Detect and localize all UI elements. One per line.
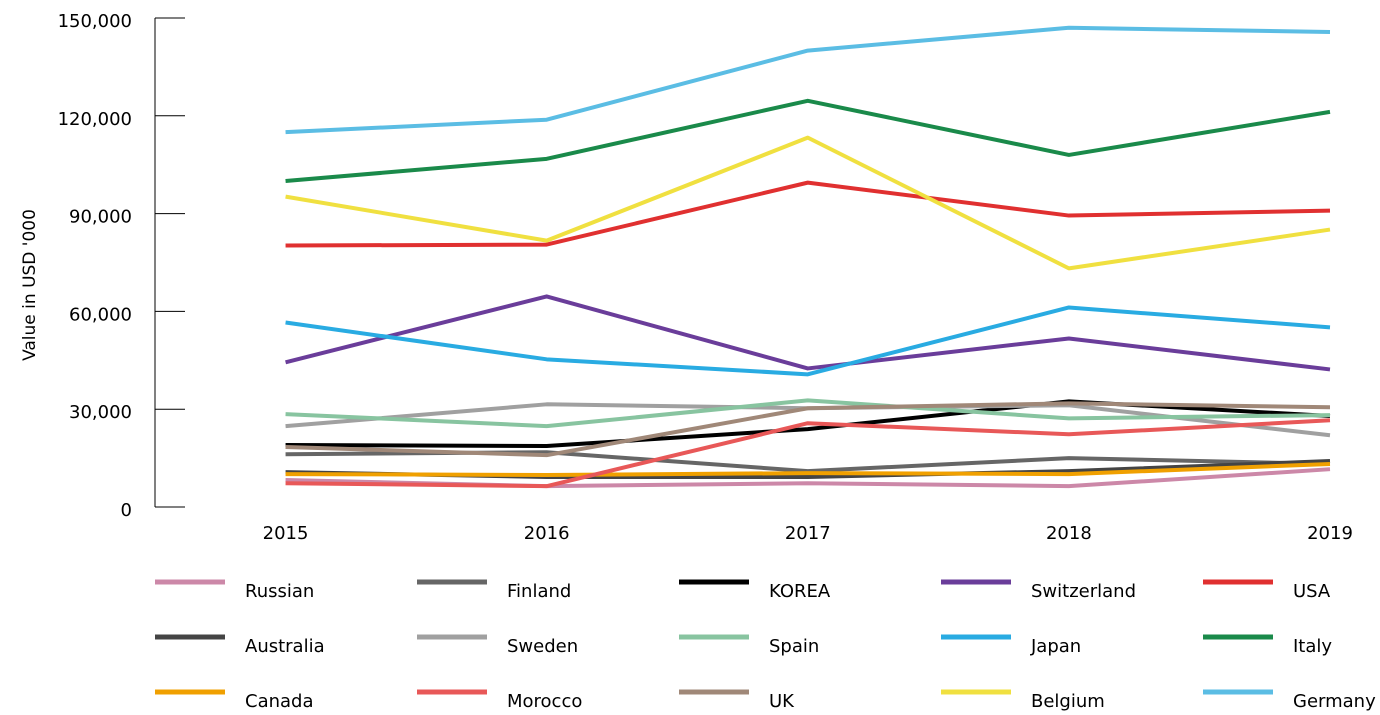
legend-label: Switzerland: [1031, 581, 1136, 602]
legend-label: Australia: [245, 636, 325, 657]
legend-label: Germany: [1293, 691, 1376, 712]
y-tick-label: 0: [121, 500, 132, 521]
y-tick-label: 90,000: [69, 207, 132, 228]
series-line: [285, 294, 1331, 372]
legend-label: KOREA: [769, 581, 831, 602]
legend-label: Finland: [507, 581, 571, 602]
y-tick-label: 150,000: [58, 11, 132, 32]
series-line: [285, 180, 1331, 248]
series-line: [285, 98, 1331, 183]
x-tick-label: 2018: [1046, 523, 1092, 544]
legend-label: Italy: [1293, 636, 1332, 657]
series-line: [285, 418, 1331, 489]
legend-label: Sweden: [507, 636, 578, 657]
x-tick-label: 2015: [263, 523, 309, 544]
x-tick-label: 2016: [524, 523, 570, 544]
legend-label: Russian: [245, 581, 314, 602]
series-line: [285, 305, 1331, 377]
x-tick-label: 2017: [785, 523, 831, 544]
series-line: [285, 401, 1331, 458]
y-tick-label: 30,000: [69, 402, 132, 423]
x-tick-label: 2019: [1307, 523, 1353, 544]
y-tick-label: 60,000: [69, 304, 132, 325]
legend-label: USA: [1293, 581, 1331, 602]
series-line: [285, 461, 1331, 478]
series-line: [285, 398, 1331, 429]
legend-label: UK: [769, 691, 795, 712]
legend-label: Canada: [245, 691, 314, 712]
series-line: [285, 25, 1331, 135]
legend-label: Japan: [1030, 636, 1081, 657]
legend-label: Spain: [769, 636, 819, 657]
legend-label: Belgium: [1031, 691, 1105, 712]
y-axis-label: Value in USD '000: [20, 209, 40, 361]
y-tick-label: 120,000: [58, 109, 132, 130]
legend-label: Morocco: [507, 691, 582, 712]
series-line: [285, 135, 1331, 271]
